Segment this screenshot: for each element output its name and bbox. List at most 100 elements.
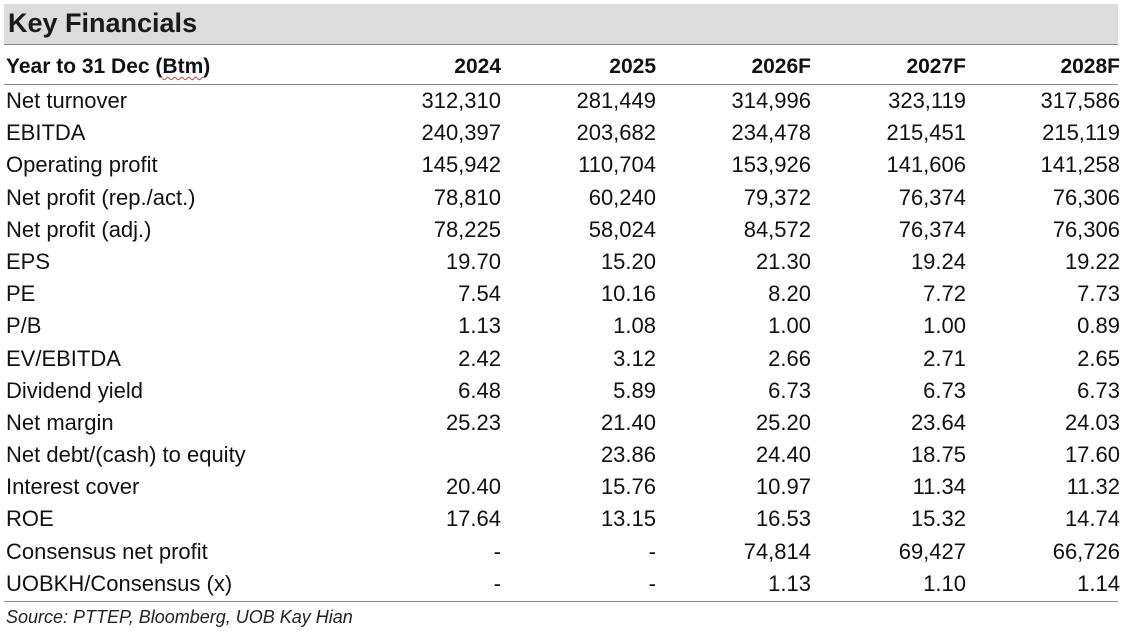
- row-value: 2.65: [1077, 345, 1120, 371]
- table-row: ROE 17.64 13.15 16.53 15.32 14.74: [4, 503, 1120, 535]
- row-value: 15.20: [600, 248, 656, 274]
- table-row: Net profit (adj.) 78,225 58,024 84,572 7…: [4, 214, 1120, 246]
- row-value: 1.08: [613, 313, 656, 339]
- row-value: -: [493, 538, 501, 564]
- bottom-divider: [4, 601, 1118, 602]
- row-value: 66,726: [1052, 538, 1120, 564]
- row-value: 17.60: [1064, 442, 1120, 468]
- row-value: 23.86: [600, 442, 656, 468]
- row-value: 20.40: [445, 474, 501, 500]
- header-year-2028f: 2028F: [1060, 55, 1120, 78]
- row-value: 3.12: [613, 345, 656, 371]
- row-value: 18.75: [910, 442, 966, 468]
- row-value: 8.20: [768, 281, 811, 307]
- row-value: 0.89: [1077, 313, 1120, 339]
- row-value: 1.10: [923, 570, 966, 596]
- row-value: 24.03: [1064, 409, 1120, 435]
- row-value: 2.66: [768, 345, 811, 371]
- row-value: 2.42: [458, 345, 501, 371]
- header-label-prefix: Year to 31 Dec (: [6, 55, 163, 78]
- row-value: 6.73: [1077, 377, 1120, 403]
- header-row: Year to 31 Dec (Btm) 2024 2025 2026F 202…: [4, 45, 1120, 85]
- table-row: Net margin 25.23 21.40 25.20 23.64 24.03: [4, 407, 1120, 439]
- header-year-2027f: 2027F: [906, 55, 966, 78]
- row-value: 1.00: [923, 313, 966, 339]
- row-label: Net debt/(cash) to equity: [6, 442, 246, 468]
- row-value: 2.71: [923, 345, 966, 371]
- row-label: Net profit (rep./act.): [6, 184, 196, 210]
- row-value: 1.13: [768, 570, 811, 596]
- row-label: Net margin: [6, 409, 114, 435]
- row-value: 1.13: [458, 313, 501, 339]
- table-row: UOBKH/Consensus (x) - - 1.13 1.10 1.14: [4, 568, 1120, 600]
- table-row: Net profit (rep./act.) 78,810 60,240 79,…: [4, 182, 1120, 214]
- table-row: EBITDA 240,397 203,682 234,478 215,451 2…: [4, 117, 1120, 149]
- table-row: Consensus net profit - - 74,814 69,427 6…: [4, 536, 1120, 568]
- row-value: 13.15: [600, 506, 656, 532]
- table-row: Interest cover 20.40 15.76 10.97 11.34 1…: [4, 471, 1120, 503]
- row-value: 25.23: [445, 409, 501, 435]
- row-label: Dividend yield: [6, 377, 143, 403]
- row-label: ROE: [6, 506, 54, 532]
- row-value: -: [648, 538, 656, 564]
- row-value: 74,814: [743, 538, 811, 564]
- row-label: UOBKH/Consensus (x): [6, 570, 233, 596]
- table-title: Key Financials: [8, 8, 198, 38]
- table-row: PE 7.54 10.16 8.20 7.72 7.73: [4, 278, 1120, 310]
- row-value: 19.70: [445, 248, 501, 274]
- row-label: Net turnover: [6, 88, 128, 113]
- row-value: 11.34: [912, 474, 966, 500]
- row-value: 17.64: [445, 506, 501, 532]
- row-value: 203,682: [576, 120, 656, 146]
- row-value: 21.40: [600, 409, 656, 435]
- row-value: 76,374: [898, 184, 966, 210]
- row-value: 240,397: [421, 120, 501, 146]
- row-value: 5.89: [613, 377, 656, 403]
- row-value: 15.32: [910, 506, 966, 532]
- row-value: 76,306: [1052, 184, 1120, 210]
- row-value: 141,606: [886, 152, 966, 178]
- row-value: 215,451: [886, 120, 966, 146]
- header-label-unit: Btm: [162, 55, 204, 78]
- row-value: 7.72: [923, 281, 966, 307]
- row-value: 15.76: [600, 474, 656, 500]
- row-value: 1.00: [768, 313, 811, 339]
- row-value: 317,586: [1040, 88, 1120, 113]
- row-label: Operating profit: [6, 152, 158, 178]
- table-row: Net turnover 312,310 281,449 314,996 323…: [4, 85, 1120, 117]
- row-value: 78,810: [433, 184, 501, 210]
- row-label: Consensus net profit: [6, 538, 208, 564]
- row-value: 11.32: [1066, 474, 1120, 500]
- row-value: 76,374: [898, 216, 966, 242]
- header-year-2025: 2025: [609, 55, 656, 78]
- table-row: Net debt/(cash) to equity 23.86 24.40 18…: [4, 439, 1120, 471]
- table-body: Net turnover 312,310 281,449 314,996 323…: [4, 85, 1120, 600]
- source-note: Source: PTTEP, Bloomberg, UOB Kay Hian: [6, 607, 353, 627]
- row-value: 314,996: [731, 88, 811, 113]
- row-label: Net profit (adj.): [6, 216, 152, 242]
- row-value: 281,449: [576, 88, 656, 113]
- row-value: 60,240: [588, 184, 656, 210]
- row-label: P/B: [6, 313, 42, 339]
- row-value: 234,478: [731, 120, 811, 146]
- row-value: 215,119: [1042, 120, 1120, 146]
- row-value: 6.73: [923, 377, 966, 403]
- header-label: Year to 31 Dec (Btm): [6, 55, 210, 79]
- row-value: 78,225: [433, 216, 501, 242]
- row-value: 79,372: [743, 184, 811, 210]
- row-value: 1.14: [1077, 570, 1120, 596]
- row-value: 16.53: [755, 506, 811, 532]
- table-row: P/B 1.13 1.08 1.00 1.00 0.89: [4, 310, 1120, 342]
- row-value: 19.22: [1064, 248, 1120, 274]
- title-bar: Key Financials: [4, 4, 1118, 45]
- table-row: Operating profit 145,942 110,704 153,926…: [4, 149, 1120, 181]
- row-value: 153,926: [731, 152, 811, 178]
- row-label: EPS: [6, 248, 51, 274]
- row-value: 58,024: [588, 216, 656, 242]
- row-value: 145,942: [421, 152, 501, 178]
- row-value: 19.24: [910, 248, 966, 274]
- row-value: 6.73: [768, 377, 811, 403]
- row-value: 14.74: [1064, 506, 1120, 532]
- row-value: 69,427: [898, 538, 966, 564]
